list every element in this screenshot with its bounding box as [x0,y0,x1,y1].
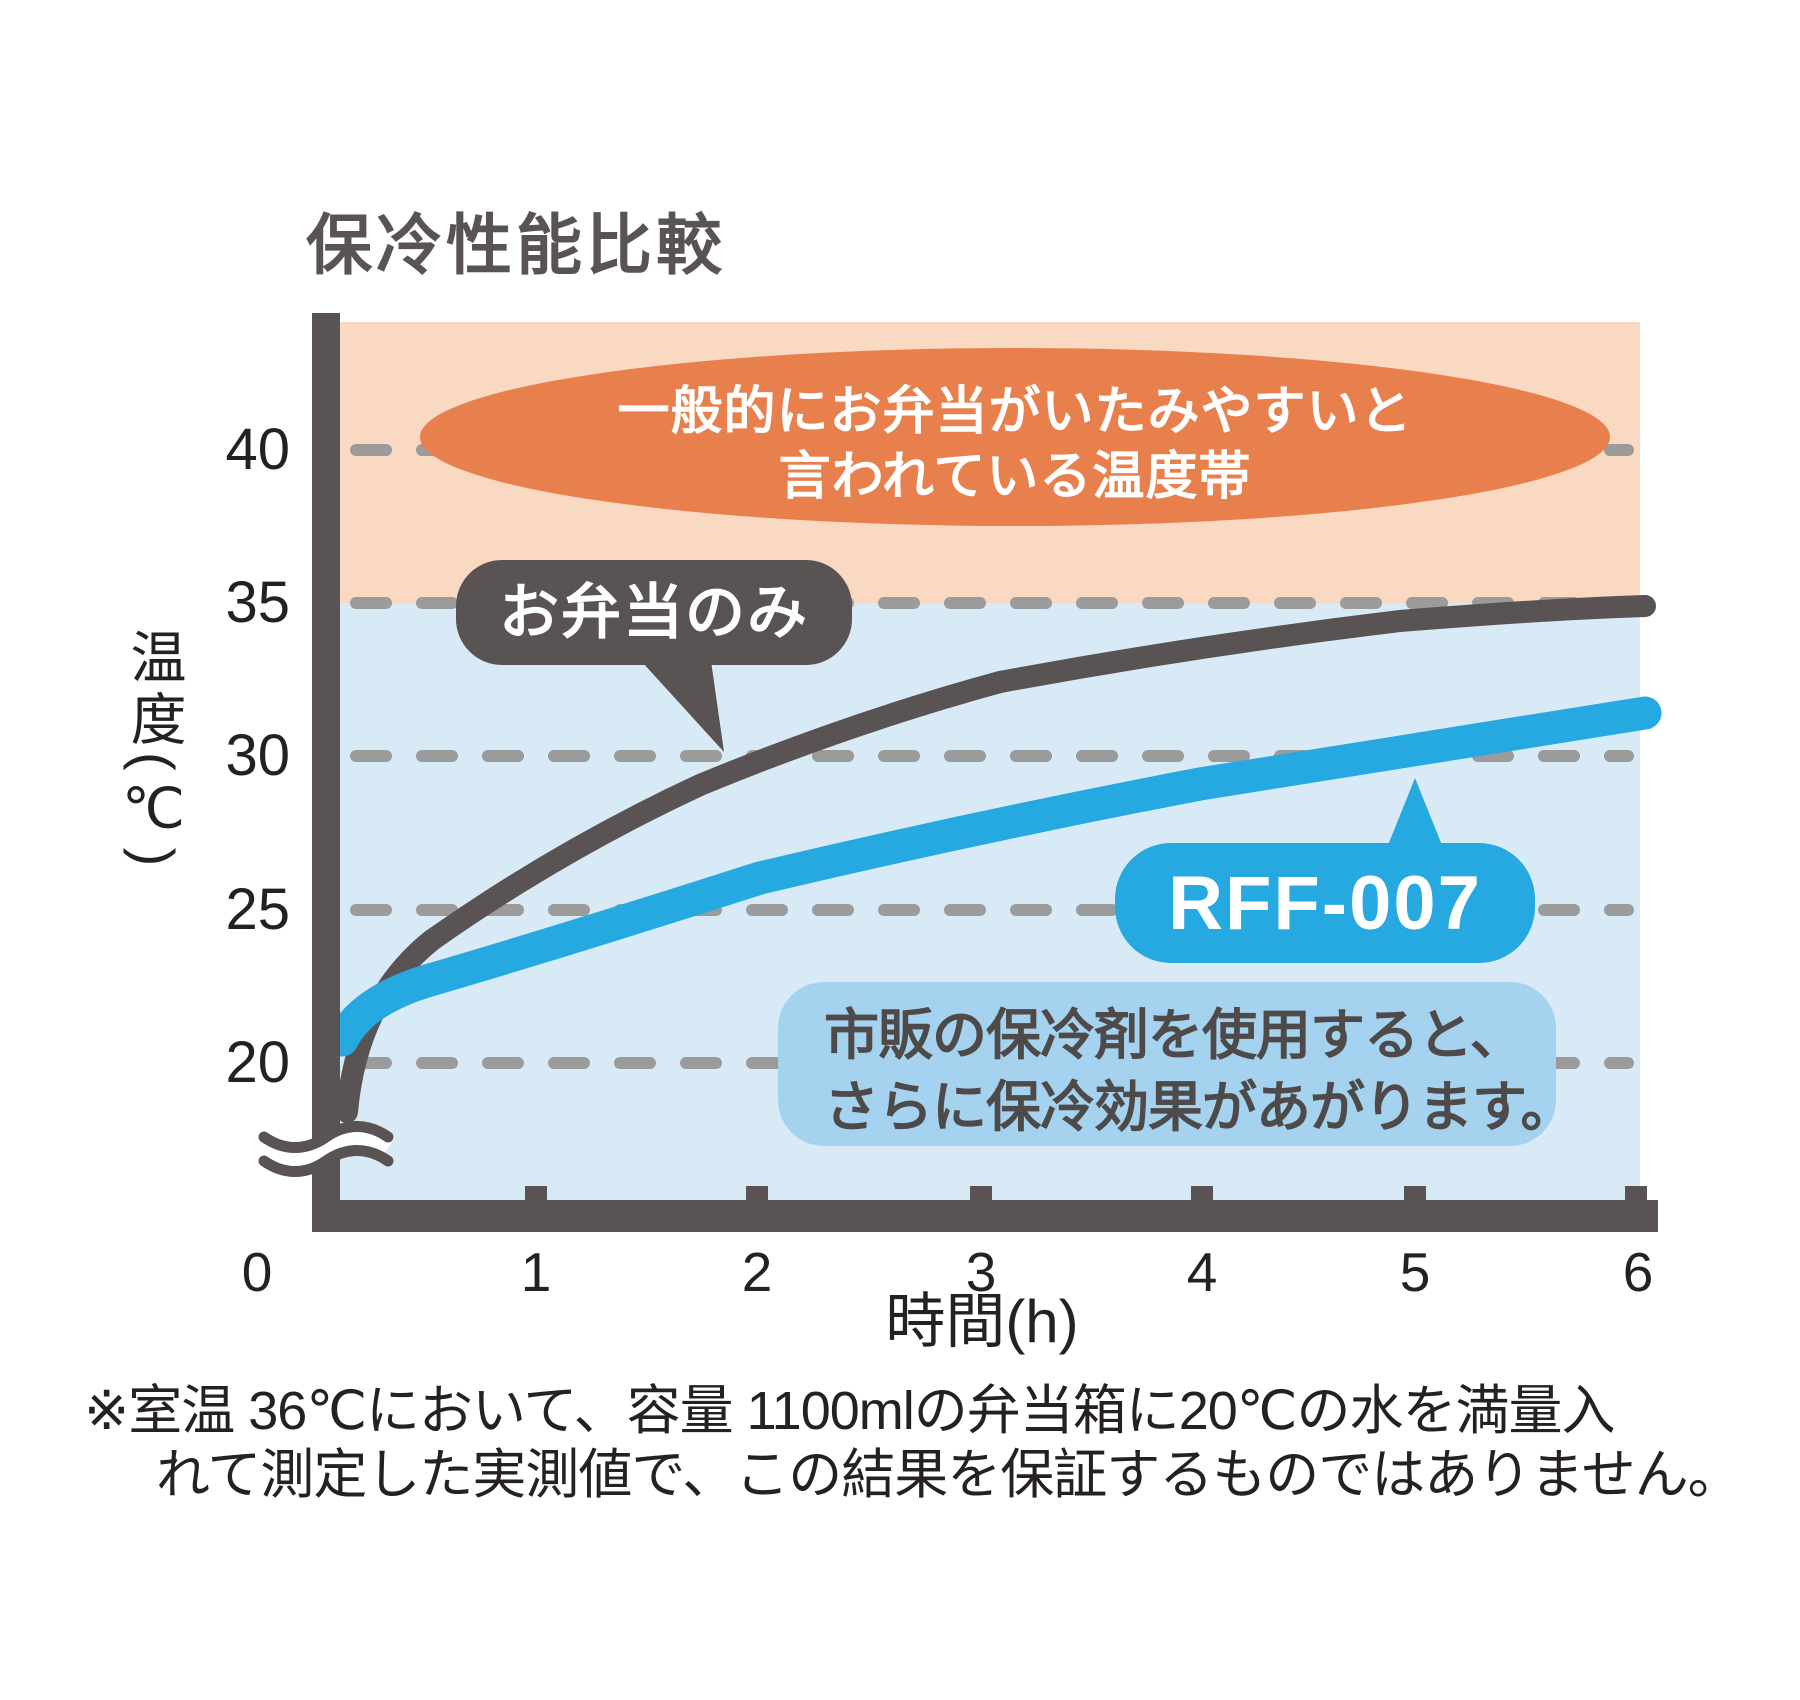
rff007-label: RFF-007 [1168,861,1482,946]
x-tick-label-6: 6 [1622,1241,1654,1303]
x-axis-bar [312,1200,1658,1232]
note-box [778,982,1556,1146]
x-axis-title: 時間(h) [885,1288,1079,1355]
y-axis-bar [312,313,340,1232]
chart-title: 保冷性能比較 [306,208,726,282]
axis-break-wave-top [258,1121,394,1153]
x-tick-label-4: 4 [1186,1241,1218,1303]
danger-zone-ellipse [420,348,1610,526]
x-tick-label-1: 1 [520,1241,552,1303]
footnote-line1: ※室温 36℃において、容量 1100mlの弁当箱に20℃の水を満量入 [84,1381,1615,1441]
footnote-line2: れて測定した実測値で、この結果を保証するものではありません。 [156,1445,1742,1505]
bento-only-label: お弁当のみ [499,579,809,646]
x-tick-5 [1404,1186,1426,1202]
y-tick-label-40: 40 [225,417,290,482]
bento-only-bubble-tail [622,640,724,752]
y-tick-label-30: 30 [225,723,290,788]
danger-zone-text-line1: 一般的にお弁当がいたみやすいと [617,383,1413,441]
x-tick-label-3: 3 [965,1241,997,1303]
axis-break-icon [256,1121,396,1177]
y-tick-label-25: 25 [225,877,290,942]
x-tick-1 [525,1186,547,1202]
x-tick-label-5: 5 [1399,1241,1431,1303]
y-tick-label-20: 20 [225,1030,290,1095]
note-text-line2: さらに保冷効果があがります。 [824,1076,1576,1138]
bento-only-label-bubble [456,560,852,752]
note-text-line1: 市販の保冷剤を使用すると、 [824,1004,1525,1066]
x-tick-2 [746,1186,768,1202]
rff007-label-bubble [1115,778,1535,963]
axis-break-gap [256,1124,396,1172]
x-tick-marks [525,1186,1647,1202]
x-tick-label-0: 0 [241,1241,273,1303]
danger-zone-text-line2: 言われている温度帯 [778,448,1252,506]
x-tick-label-2: 2 [741,1241,773,1303]
x-tick-6 [1625,1186,1647,1202]
rff007-bubble-body [1115,843,1535,963]
axis-break-wave-bottom [258,1145,394,1177]
x-tick-3 [970,1186,992,1202]
rff007-curve [325,696,1662,1057]
bento-only-curve [336,595,1656,1123]
y-axis-title: 温度(℃) [123,628,186,873]
bento-only-bubble-body [456,560,852,665]
y-tick-label-35: 35 [225,570,290,635]
x-tick-4 [1191,1186,1213,1202]
